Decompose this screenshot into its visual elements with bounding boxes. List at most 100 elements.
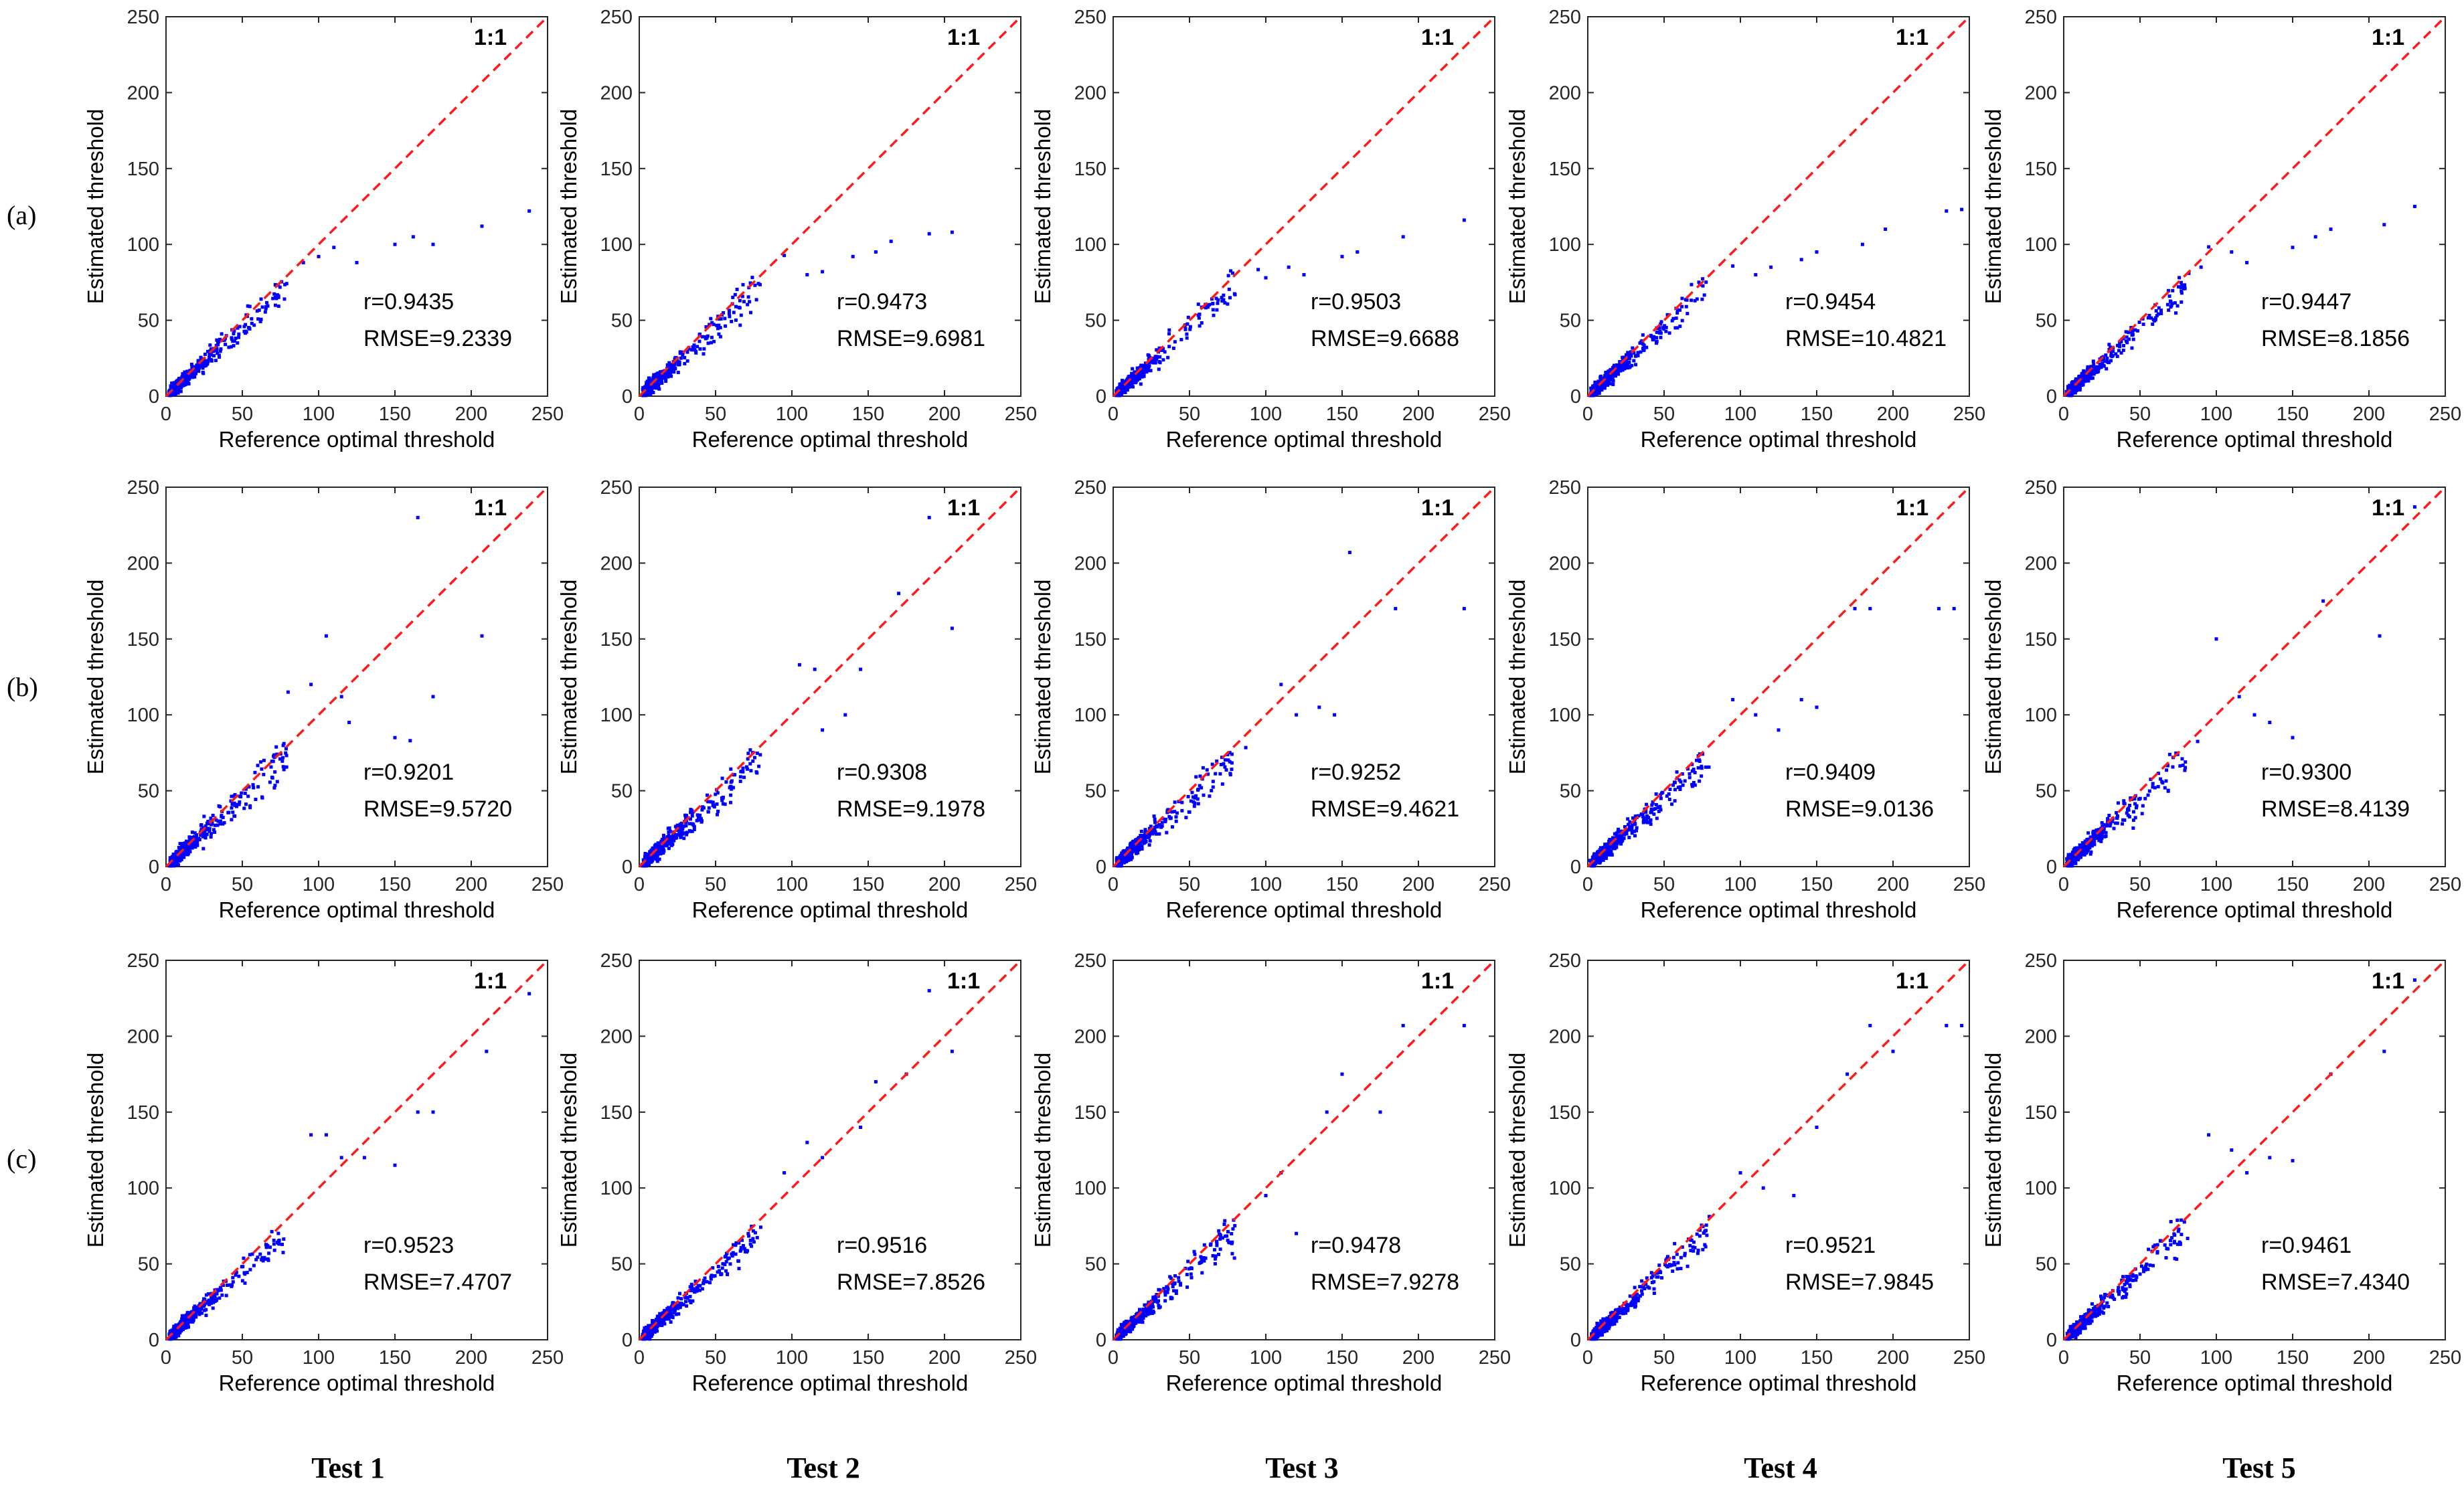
data-point — [676, 363, 680, 367]
data-point — [2080, 374, 2084, 378]
data-point — [1693, 783, 1697, 787]
data-point — [1317, 705, 1321, 709]
data-point — [203, 830, 207, 834]
data-point — [1605, 857, 1609, 861]
data-point — [647, 377, 651, 381]
data-point — [2125, 335, 2129, 339]
data-point — [260, 796, 264, 800]
data-point — [646, 856, 650, 860]
data-point — [722, 311, 726, 315]
data-point — [275, 752, 279, 756]
data-point — [236, 802, 240, 806]
data-point — [728, 315, 732, 319]
identity-line — [1112, 15, 1496, 398]
data-point — [720, 776, 724, 780]
data-point — [1609, 381, 1613, 385]
data-point — [1122, 859, 1126, 863]
data-point — [730, 787, 734, 791]
identity-label: 1:1 — [474, 25, 507, 50]
plot-frame — [165, 487, 548, 867]
data-point — [393, 242, 397, 246]
data-point — [233, 814, 237, 818]
data-point — [262, 772, 266, 776]
data-point — [1634, 363, 1638, 367]
data-point — [665, 373, 669, 377]
data-point — [1226, 302, 1230, 306]
data-point — [1621, 355, 1625, 359]
data-point — [897, 592, 901, 596]
data-point — [172, 864, 176, 868]
y-tick-label: 50 — [2036, 311, 2057, 332]
data-point — [286, 690, 290, 694]
data-point — [738, 323, 742, 327]
data-point — [480, 634, 484, 638]
identity-line — [638, 15, 1022, 398]
data-point — [1693, 298, 1697, 302]
data-point — [254, 798, 258, 802]
data-point — [2084, 374, 2088, 378]
data-point — [717, 332, 721, 336]
data-point — [178, 859, 182, 863]
data-point — [1151, 830, 1155, 835]
data-point — [209, 347, 213, 351]
data-point — [659, 845, 663, 849]
data-point — [1884, 228, 1888, 232]
data-point — [821, 270, 825, 274]
data-point — [732, 311, 736, 315]
data-point — [1667, 792, 1671, 796]
data-point — [271, 296, 275, 300]
data-point — [199, 355, 203, 359]
data-point — [1147, 826, 1151, 830]
data-point — [193, 373, 197, 377]
data-point — [657, 371, 661, 375]
data-point — [1651, 337, 1655, 341]
data-point — [1163, 819, 1167, 823]
x-axis-label: Reference optimal threshold — [692, 897, 969, 922]
x-tick-label: 0 — [2058, 404, 2069, 425]
x-axis-label: Reference optimal threshold — [219, 897, 495, 922]
data-point — [2146, 316, 2150, 320]
data-point — [1143, 833, 1147, 837]
data-point — [194, 843, 198, 847]
data-point — [655, 859, 659, 863]
data-point — [716, 791, 720, 795]
data-point — [1675, 770, 1679, 774]
data-point — [233, 793, 237, 797]
data-point — [1673, 326, 1677, 330]
data-point — [1611, 373, 1615, 377]
x-tick-label: 250 — [1479, 404, 1511, 425]
data-point — [1147, 354, 1151, 358]
data-point — [1700, 764, 1704, 768]
data-point — [232, 801, 236, 805]
data-point — [2135, 329, 2139, 333]
data-point — [1185, 336, 1189, 340]
data-point — [190, 830, 194, 835]
data-point — [1695, 758, 1699, 762]
data-point — [324, 634, 328, 638]
y-tick-label: 100 — [127, 705, 159, 726]
data-point — [1599, 374, 1603, 378]
data-point — [1688, 772, 1692, 776]
data-point — [1690, 282, 1694, 286]
data-point — [658, 852, 662, 856]
scatter-panel: 0 50 100 150 200 250050100150200250Reference … — [1981, 7, 2461, 452]
data-point — [716, 812, 720, 816]
x-tick-label: 200 — [1402, 404, 1434, 425]
y-tick-label: 200 — [1074, 553, 1106, 574]
data-point — [2115, 355, 2119, 359]
data-point — [741, 282, 745, 286]
data-point — [724, 780, 728, 784]
data-point — [2412, 205, 2416, 208]
data-point — [284, 282, 289, 286]
data-point — [252, 323, 256, 327]
data-point — [648, 850, 652, 854]
data-point — [2066, 385, 2070, 389]
y-tick-label: 150 — [2025, 159, 2057, 180]
data-point — [232, 329, 236, 333]
data-point — [1609, 375, 1613, 379]
data-point — [1625, 363, 1629, 367]
data-point — [728, 786, 732, 790]
x-tick-label: 0 — [634, 874, 645, 895]
data-point — [739, 770, 743, 774]
data-point — [695, 345, 700, 349]
